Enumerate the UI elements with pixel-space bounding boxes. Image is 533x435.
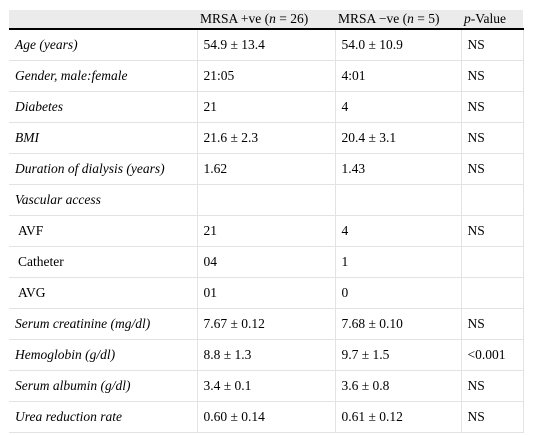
cell-p-value: NS [460, 29, 524, 61]
cell-p-value: NS [460, 60, 524, 92]
cell-mrsa-negative [334, 184, 461, 216]
cell-mrsa-negative: 4 [334, 215, 461, 247]
cell-mrsa-positive: 21:05 [196, 60, 335, 92]
row-label: BMI [9, 122, 197, 154]
header-p-value: p-Value [461, 10, 523, 30]
cell-p-value: NS [460, 308, 524, 340]
cell-mrsa-negative: 9.7 ± 1.5 [334, 339, 461, 371]
table-row: Diabetes 21 4 NS [9, 91, 524, 123]
cell-p-value [460, 277, 524, 309]
cell-p-value: NS [460, 91, 524, 123]
table-header-row: MRSA +ve (n = 26) MRSA −ve (n = 5) p-Val… [9, 10, 523, 30]
table-row: Serum creatinine (mg/dl) 7.67 ± 0.12 7.6… [9, 308, 524, 340]
cell-mrsa-positive: 54.9 ± 13.4 [196, 29, 335, 61]
row-label: AVF [9, 215, 197, 247]
row-label: Diabetes [9, 91, 197, 123]
table-row: AVF 21 4 NS [9, 215, 524, 247]
cell-p-value: NS [460, 370, 524, 402]
cell-mrsa-positive [196, 184, 335, 216]
cell-mrsa-negative: 20.4 ± 3.1 [334, 122, 461, 154]
cell-mrsa-positive: 04 [196, 246, 335, 278]
row-label: Vascular access [9, 184, 197, 216]
table-row-section: Vascular access [9, 184, 524, 216]
row-label: Serum creatinine (mg/dl) [9, 308, 197, 340]
cell-mrsa-positive: 21 [196, 215, 335, 247]
header-mrsa-positive: MRSA +ve (n = 26) [197, 10, 335, 30]
cell-mrsa-negative: 3.6 ± 0.8 [334, 370, 461, 402]
mrsa-comparison-table: MRSA +ve (n = 26) MRSA −ve (n = 5) p-Val… [9, 10, 524, 433]
cell-mrsa-positive: 1.62 [196, 153, 335, 185]
cell-p-value: <0.001 [460, 339, 524, 371]
table-container: MRSA +ve (n = 26) MRSA −ve (n = 5) p-Val… [9, 10, 524, 433]
table-row: Duration of dialysis (years) 1.62 1.43 N… [9, 153, 524, 185]
table-row: AVG 01 0 [9, 277, 524, 309]
cell-p-value: NS [460, 153, 524, 185]
table-row: Catheter 04 1 [9, 246, 524, 278]
row-label: Urea reduction rate [9, 401, 197, 433]
header-mrsa-negative: MRSA −ve (n = 5) [335, 10, 461, 30]
row-label: Catheter [9, 246, 197, 278]
cell-mrsa-negative: 7.68 ± 0.10 [334, 308, 461, 340]
cell-mrsa-positive: 3.4 ± 0.1 [196, 370, 335, 402]
cell-mrsa-positive: 7.67 ± 0.12 [196, 308, 335, 340]
cell-mrsa-negative: 0.61 ± 0.12 [334, 401, 461, 433]
cell-mrsa-positive: 01 [196, 277, 335, 309]
cell-p-value [460, 246, 524, 278]
header-empty [9, 10, 197, 30]
table-row: Age (years) 54.9 ± 13.4 54.0 ± 10.9 NS [9, 29, 524, 61]
table-row: Gender, male:female 21:05 4:01 NS [9, 60, 524, 92]
table-row: Hemoglobin (g/dl) 8.8 ± 1.3 9.7 ± 1.5 <0… [9, 339, 524, 371]
cell-mrsa-negative: 1.43 [334, 153, 461, 185]
cell-p-value: NS [460, 215, 524, 247]
row-label: Hemoglobin (g/dl) [9, 339, 197, 371]
cell-p-value: NS [460, 122, 524, 154]
row-label: AVG [9, 277, 197, 309]
cell-p-value [460, 184, 524, 216]
row-label: Gender, male:female [9, 60, 197, 92]
table-row: Serum albumin (g/dl) 3.4 ± 0.1 3.6 ± 0.8… [9, 370, 524, 402]
cell-mrsa-negative: 4:01 [334, 60, 461, 92]
cell-mrsa-negative: 4 [334, 91, 461, 123]
row-label: Serum albumin (g/dl) [9, 370, 197, 402]
cell-mrsa-positive: 8.8 ± 1.3 [196, 339, 335, 371]
cell-p-value: NS [460, 401, 524, 433]
row-label: Duration of dialysis (years) [9, 153, 197, 185]
cell-mrsa-negative: 1 [334, 246, 461, 278]
row-label: Age (years) [9, 29, 197, 61]
table-row: BMI 21.6 ± 2.3 20.4 ± 3.1 NS [9, 122, 524, 154]
cell-mrsa-positive: 0.60 ± 0.14 [196, 401, 335, 433]
cell-mrsa-positive: 21.6 ± 2.3 [196, 122, 335, 154]
cell-mrsa-positive: 21 [196, 91, 335, 123]
cell-mrsa-negative: 54.0 ± 10.9 [334, 29, 461, 61]
table-row: Urea reduction rate 0.60 ± 0.14 0.61 ± 0… [9, 401, 524, 433]
cell-mrsa-negative: 0 [334, 277, 461, 309]
